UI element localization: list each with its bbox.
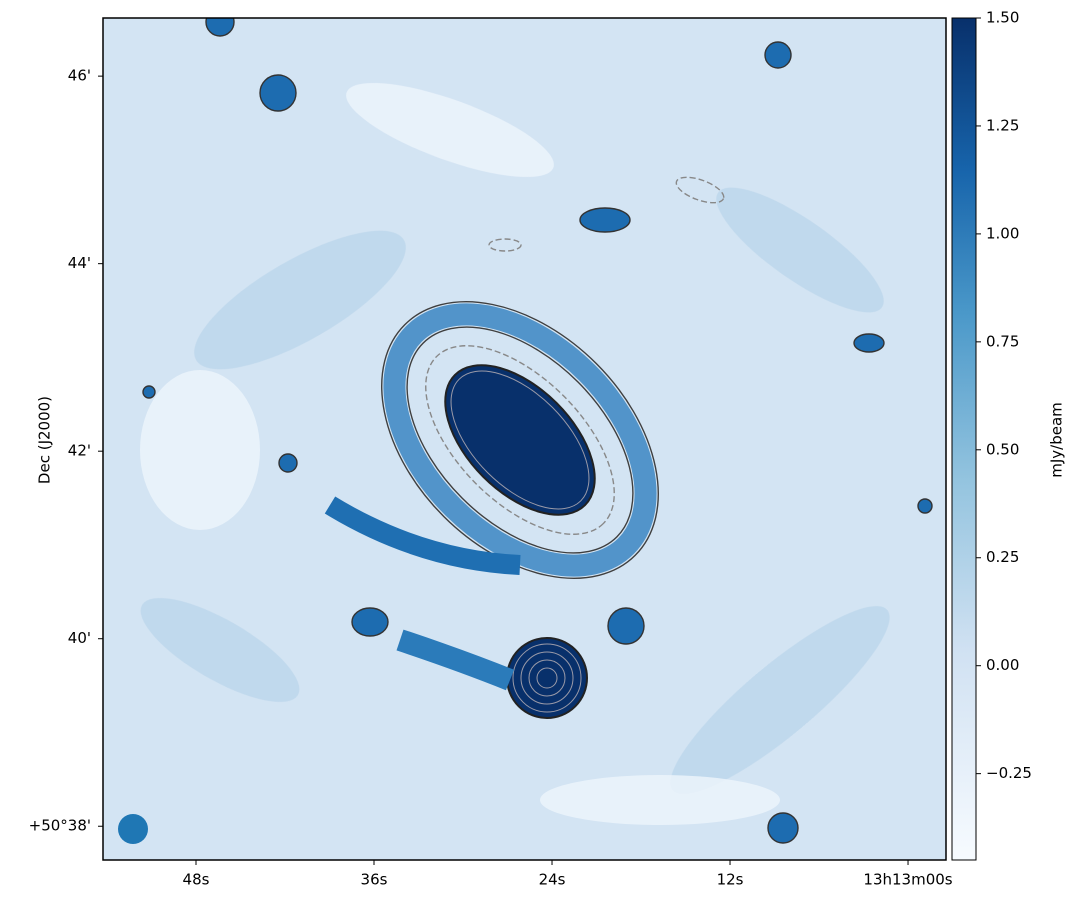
x-tick-label: 13h13m00s bbox=[863, 871, 952, 889]
x-tick-label: 36s bbox=[361, 871, 388, 889]
beam bbox=[118, 814, 148, 844]
colorbar bbox=[952, 18, 976, 860]
colorbar-label: mJy/beam bbox=[1048, 402, 1066, 478]
y-tick-label: 46' bbox=[68, 67, 91, 85]
colorbar-tick-label: 1.00 bbox=[986, 224, 1019, 242]
y-axis-label: Dec (J2000) bbox=[36, 396, 54, 484]
colorbar-tick-label: 0.25 bbox=[986, 548, 1019, 566]
colorbar-tick-label: 0.75 bbox=[986, 332, 1019, 350]
image bbox=[103, 8, 946, 860]
colorbar-tick-label: 0.50 bbox=[986, 440, 1019, 458]
y-tick-label: +50°38' bbox=[29, 817, 91, 835]
colorbar-tick-label: 0.00 bbox=[986, 656, 1019, 674]
x-tick-label: 48s bbox=[183, 871, 210, 889]
y-tick-label: 42' bbox=[68, 442, 91, 460]
y-tick-label: 40' bbox=[68, 629, 91, 647]
colorbar-tick-label: −0.25 bbox=[986, 764, 1032, 782]
colorbar-tick-label: 1.25 bbox=[986, 116, 1019, 134]
colorbar-tick-label: 1.50 bbox=[986, 9, 1019, 27]
y-tick-label: 44' bbox=[68, 254, 91, 272]
chart: Dec (J2000) mJy/beam 48s 36s 24s 12s 13h13m0… bbox=[0, 0, 1067, 897]
x-tick-label: 24s bbox=[539, 871, 566, 889]
x-tick-label: 12s bbox=[717, 871, 744, 889]
